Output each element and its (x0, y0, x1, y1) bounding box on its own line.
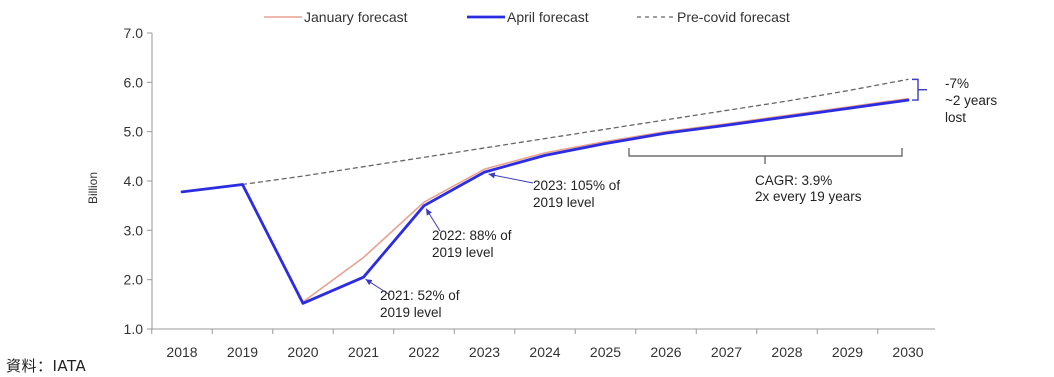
x-tick-label: 2020 (287, 344, 318, 360)
annotation-arrow-2022-head (426, 208, 432, 216)
x-tick-label: 2018 (166, 344, 197, 360)
cagr-bracket (628, 148, 903, 157)
annotation-cagr-text: 2x every 19 years (755, 189, 862, 204)
annotation-lost-text: lost (945, 110, 966, 125)
x-tick-label: 2021 (348, 344, 379, 360)
x-tick-label: 2029 (832, 344, 863, 360)
series-line-pre-covid-forecast (241, 78, 909, 186)
x-tick-label: 2028 (771, 344, 802, 360)
axes: 1.0 2.0 3.0 4.0 5.0 6.0 7.0 2018 2019 2020 2021 202… (124, 25, 935, 360)
annotation-lost-text: ~2 years (945, 93, 997, 108)
annotation-2022-text: 2019 level (432, 245, 494, 260)
y-tick-label: 5.0 (124, 124, 144, 140)
x-tick-label: 2027 (711, 344, 742, 360)
legend-label: January forecast (304, 9, 408, 25)
annotation-2023-text: 2019 level (533, 195, 595, 210)
annotation-lost-text: -7% (945, 76, 969, 91)
x-tick-label: 2019 (227, 344, 258, 360)
y-tick-label: 4.0 (124, 173, 144, 189)
legend: January forecast April forecast Pre-covid … (264, 9, 790, 25)
y-tick-label: 3.0 (124, 222, 144, 238)
annotation-2023-text: 2023: 105% of (533, 178, 620, 193)
annotation-cagr-text: CAGR: 3.9% (755, 173, 832, 188)
x-tick-label: 2025 (590, 344, 621, 360)
annotation-2021-text: 2021: 52% of (380, 288, 460, 303)
x-tick-label: 2030 (892, 344, 923, 360)
series-line-april-forecast (180, 98, 910, 305)
annotation-arrow-2021-head (365, 279, 373, 286)
annotation-2021-text: 2019 level (380, 305, 442, 320)
lost-bracket (912, 78, 919, 101)
source-note: 資料：IATA (6, 357, 87, 375)
y-tick-label: 1.0 (124, 321, 144, 337)
y-tick-label: 6.0 (124, 74, 144, 90)
annotation-arrow-2023 (488, 173, 534, 184)
x-tick-label: 2023 (469, 344, 500, 360)
annotation-2022-text: 2022: 88% of (432, 228, 512, 243)
y-tick-label: 2.0 (124, 272, 144, 288)
y-axis-label: Billion (86, 172, 100, 204)
annotation-arrow-2023-head (488, 172, 496, 179)
x-tick-label: 2024 (529, 344, 560, 360)
legend-label: April forecast (507, 9, 589, 25)
annotations: 2021: 52% of 2019 level 2022: 88% of 2019 l… (365, 76, 997, 320)
legend-label: Pre-covid forecast (677, 9, 790, 25)
y-tick-label: 7.0 (124, 25, 144, 41)
series-group (180, 78, 910, 305)
x-tick-label: 2022 (408, 344, 439, 360)
x-tick-label: 2026 (650, 344, 681, 360)
